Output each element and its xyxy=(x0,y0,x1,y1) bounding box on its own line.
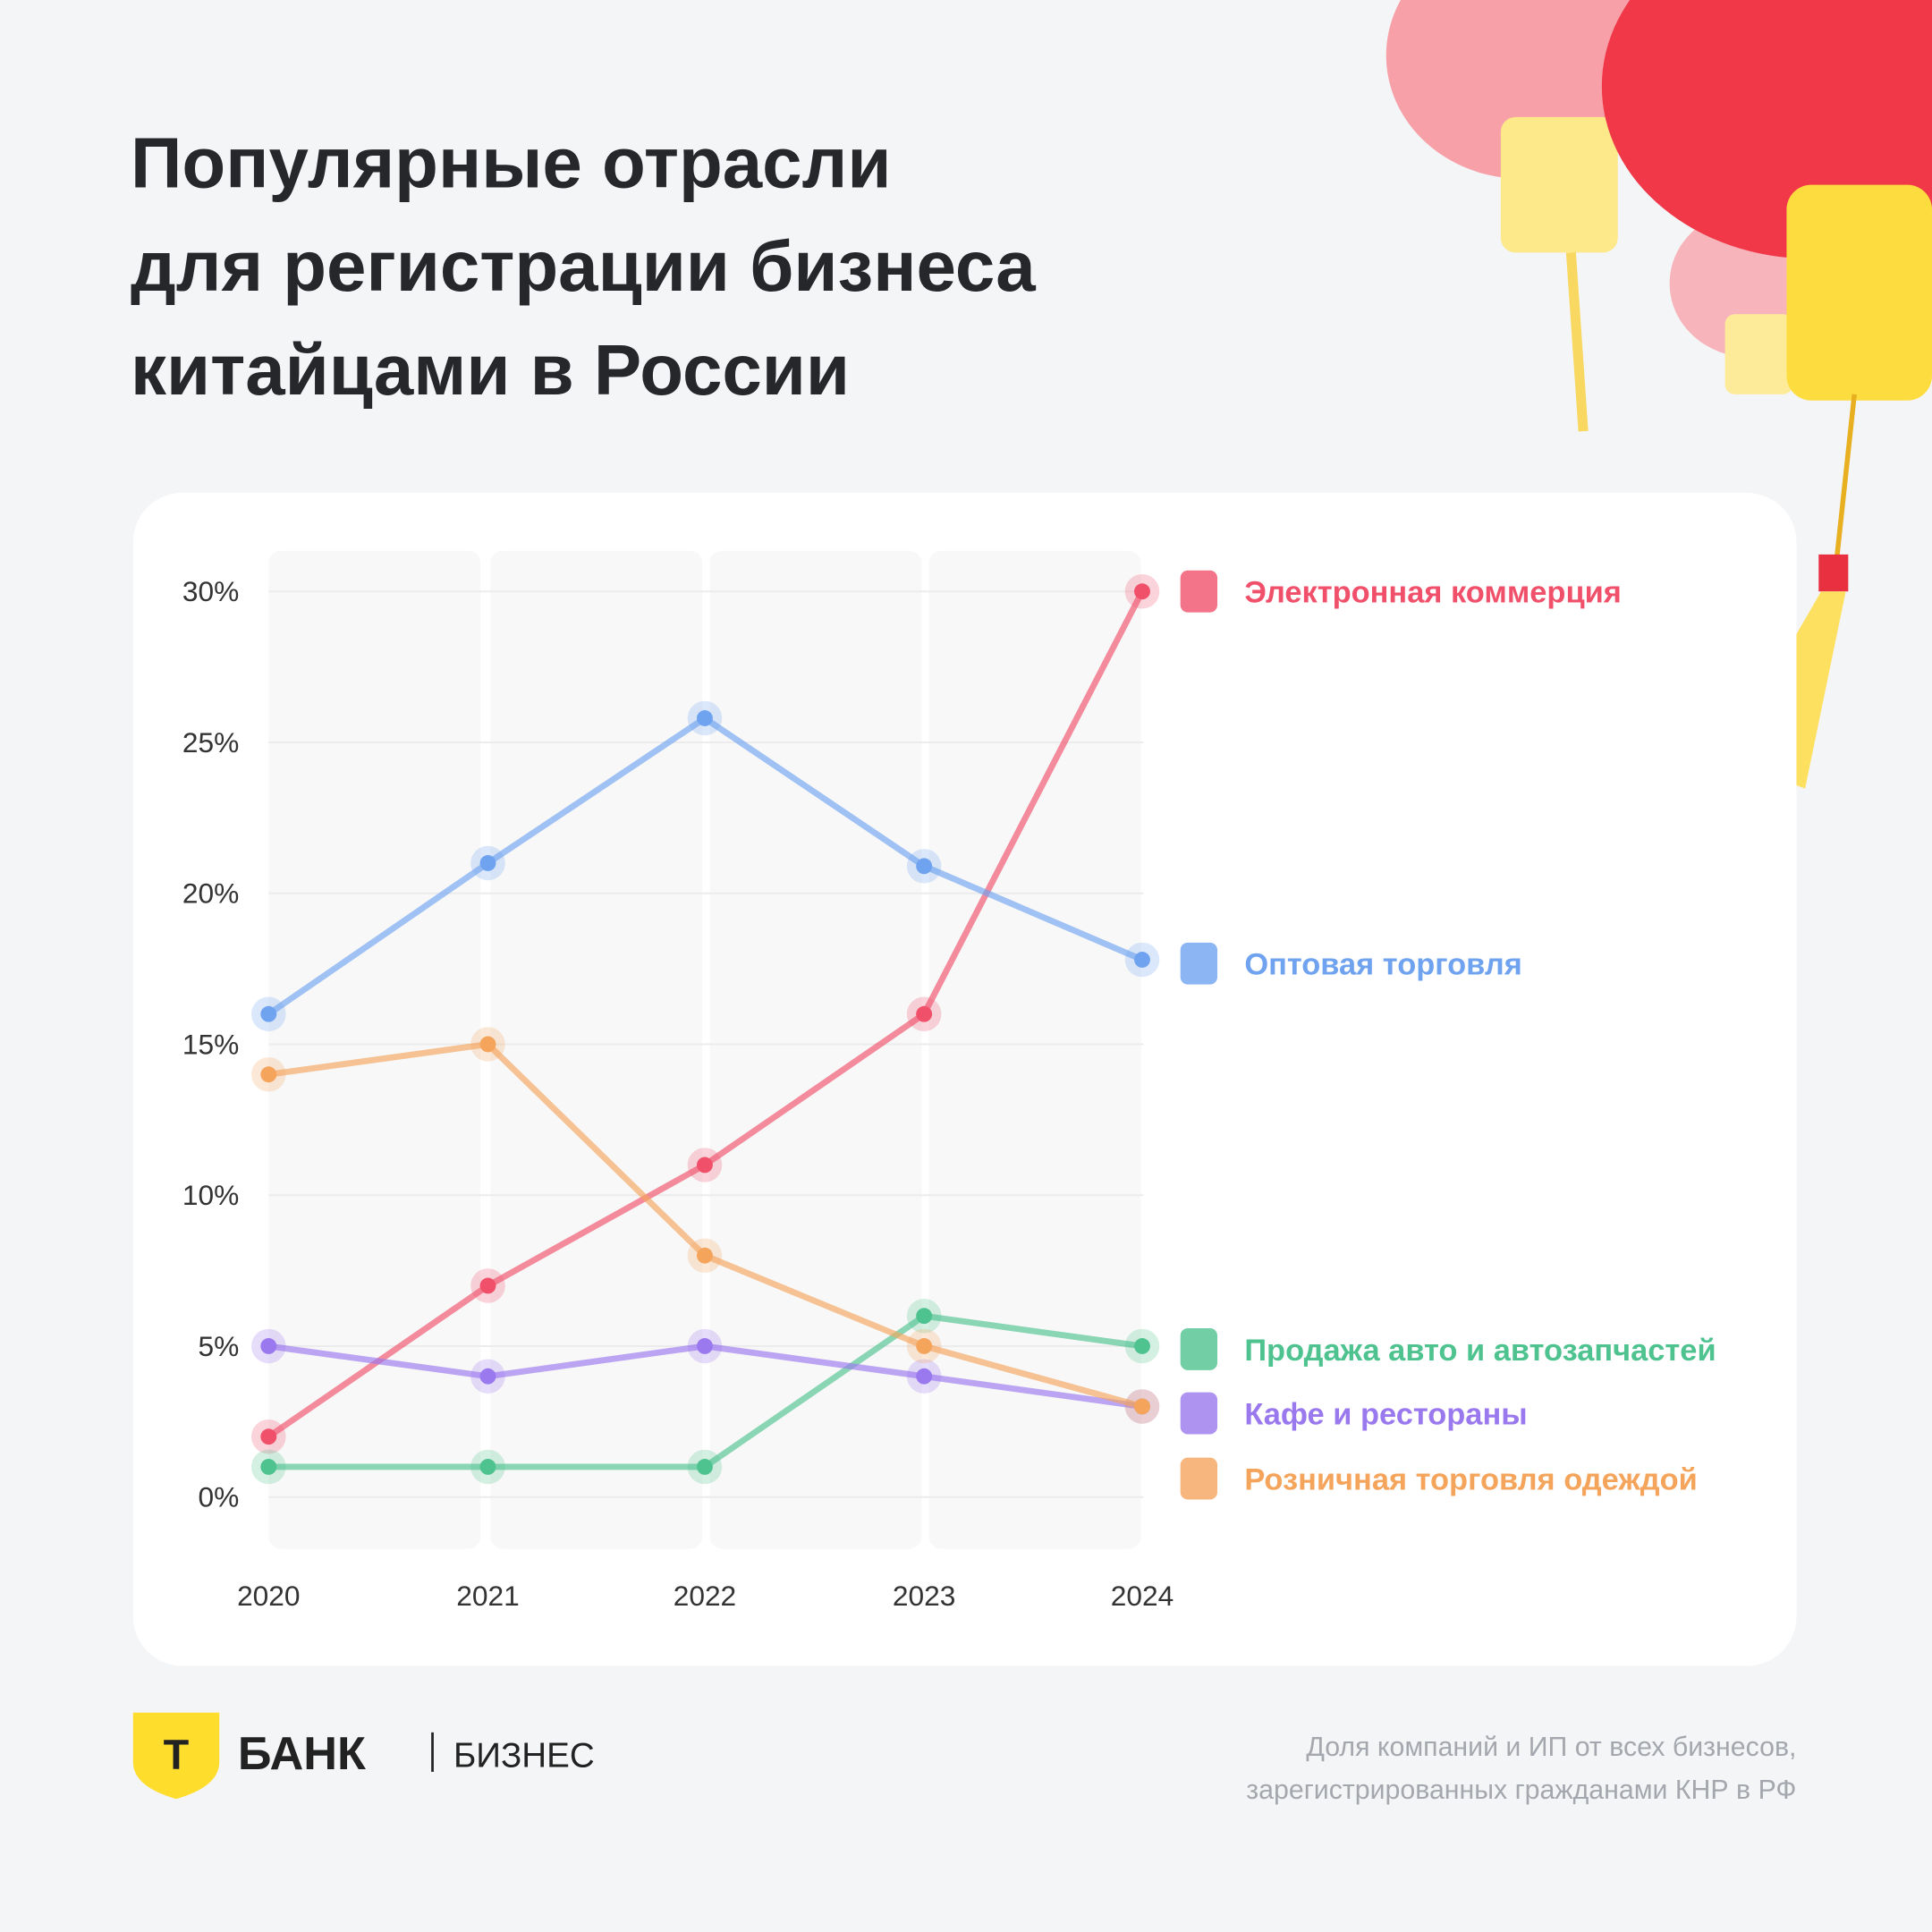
point xyxy=(1134,1398,1150,1415)
logo: Т БАНК БИЗНЕС xyxy=(132,1712,595,1800)
point xyxy=(260,1459,277,1475)
legend-icon xyxy=(1180,570,1218,613)
logo-product: БИЗНЕС xyxy=(453,1736,595,1775)
point xyxy=(697,1459,713,1475)
point xyxy=(916,1308,933,1325)
y-tick-label: 30% xyxy=(182,575,239,607)
point xyxy=(697,1157,713,1174)
x-tick-label: 2023 xyxy=(893,1580,955,1612)
point xyxy=(916,1338,933,1354)
legend-label: Электронная коммерция xyxy=(1244,576,1622,610)
title: Популярные отрасли для регистрации бизнес… xyxy=(131,123,1036,409)
title-line: Популярные отрасли xyxy=(131,123,891,202)
footnote: зарегистрированных гражданами КНР в РФ xyxy=(1246,1775,1796,1805)
y-tick-label: 25% xyxy=(182,726,239,758)
y-tick-label: 15% xyxy=(182,1028,239,1060)
point xyxy=(916,858,933,875)
logo-mark: Т xyxy=(164,1732,190,1778)
point xyxy=(697,710,713,726)
column-bands xyxy=(268,550,1141,1549)
legend-icon xyxy=(1180,1392,1218,1435)
legend-label: Розничная торговля одеждой xyxy=(1244,1462,1697,1496)
point xyxy=(697,1338,713,1354)
point xyxy=(479,1277,496,1294)
title-line: китайцами в России xyxy=(131,330,850,410)
legend-label: Продажа авто и автозапчастей xyxy=(1244,1334,1716,1368)
y-tick-label: 10% xyxy=(182,1179,239,1211)
legend-icon xyxy=(1180,1328,1218,1370)
point xyxy=(260,1338,277,1354)
footnote: Доля компаний и ИП от всех бизнесов, xyxy=(1306,1733,1796,1762)
point xyxy=(260,1428,277,1445)
x-tick-label: 2022 xyxy=(674,1580,736,1612)
point xyxy=(479,1459,496,1475)
y-tick-label: 20% xyxy=(182,877,239,910)
point xyxy=(479,1036,496,1053)
point xyxy=(1134,583,1150,600)
y-tick-label: 5% xyxy=(198,1330,239,1362)
point xyxy=(260,1066,277,1083)
legend-label: Оптовая торговля xyxy=(1244,948,1522,982)
title-line: для регистрации бизнеса xyxy=(131,226,1036,306)
point xyxy=(1134,1338,1150,1354)
point xyxy=(479,855,496,871)
x-tick-label: 2021 xyxy=(456,1580,519,1612)
point xyxy=(697,1247,713,1264)
x-tick-label: 2024 xyxy=(1111,1580,1174,1612)
point xyxy=(479,1368,496,1385)
legend-icon xyxy=(1180,942,1218,985)
logo-name: БАНК xyxy=(238,1728,367,1780)
y-tick-label: 0% xyxy=(198,1481,239,1513)
point xyxy=(1134,952,1150,968)
point xyxy=(260,1005,277,1022)
x-tick-label: 2020 xyxy=(237,1580,300,1612)
legend-label: Кафе и рестораны xyxy=(1244,1397,1527,1431)
point xyxy=(916,1005,933,1022)
point xyxy=(916,1368,933,1385)
legend-icon xyxy=(1180,1457,1218,1500)
